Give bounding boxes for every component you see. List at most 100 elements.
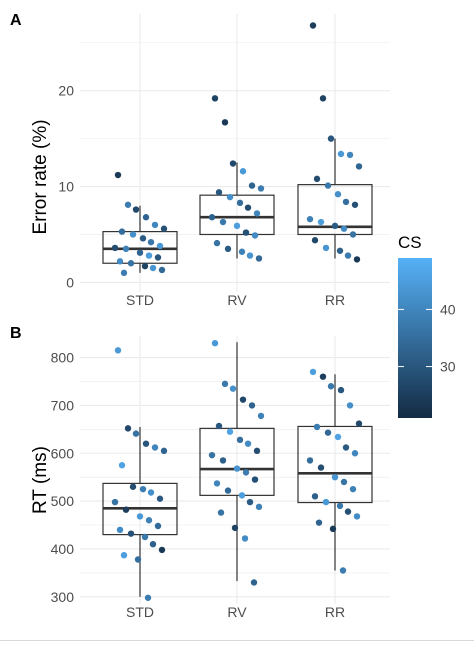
data-point — [139, 485, 147, 493]
data-point — [217, 509, 225, 516]
data-point — [342, 198, 350, 206]
data-point — [215, 422, 223, 430]
data-point — [253, 447, 261, 455]
data-point — [317, 464, 325, 471]
data-point — [229, 160, 237, 167]
data-point — [329, 525, 337, 533]
x-tick-label: RV — [227, 604, 247, 620]
data-point — [306, 457, 314, 464]
data-point — [355, 420, 363, 427]
data-point — [221, 380, 229, 388]
data-point — [344, 508, 352, 515]
data-point — [327, 135, 335, 142]
data-point — [239, 396, 247, 403]
data-point — [136, 249, 144, 256]
data-point — [322, 244, 330, 252]
data-point — [145, 517, 153, 524]
data-point — [246, 252, 254, 259]
data-point — [311, 237, 319, 244]
data-point — [349, 231, 357, 238]
x-tick-label: RR — [325, 604, 345, 620]
data-point — [319, 373, 327, 380]
data-point — [306, 215, 314, 223]
panel-a-letter: A — [10, 12, 22, 29]
data-point — [353, 513, 361, 520]
box-rr — [297, 374, 373, 571]
data-point — [313, 175, 321, 183]
data-point — [158, 266, 166, 274]
data-point — [334, 191, 342, 198]
data-point — [114, 171, 122, 179]
data-point — [315, 519, 323, 526]
data-point — [319, 95, 327, 102]
data-point — [122, 245, 130, 253]
data-point — [142, 214, 150, 221]
data-point — [351, 450, 359, 457]
data-point — [324, 182, 332, 189]
data-point — [355, 163, 363, 170]
data-point — [337, 150, 345, 158]
data-point — [134, 556, 142, 563]
data-point — [244, 440, 252, 447]
data-point — [208, 214, 216, 221]
data-point — [132, 206, 140, 213]
data-point — [213, 239, 221, 247]
data-point — [116, 258, 124, 265]
data-point — [156, 495, 164, 502]
data-point — [160, 447, 168, 455]
data-point — [120, 551, 128, 559]
data-point — [349, 485, 357, 493]
data-point — [141, 262, 149, 270]
data-point — [336, 502, 344, 510]
data-point — [238, 492, 246, 499]
data-point — [257, 412, 265, 420]
data-point — [324, 429, 332, 436]
data-point — [151, 221, 159, 229]
data-point — [317, 218, 325, 226]
data-point — [149, 264, 157, 272]
panel-a-y-ticks: 0 10 20 — [58, 83, 74, 291]
data-point — [132, 430, 140, 437]
y-tick-label: 800 — [51, 350, 75, 366]
data-point — [255, 255, 263, 262]
cs-legend: CS 30 40 — [398, 233, 456, 418]
data-point — [250, 579, 258, 586]
data-point — [257, 185, 265, 192]
panel-a-y-axis-title: Error rate (%) — [30, 119, 51, 234]
data-point — [211, 339, 219, 347]
data-point — [139, 235, 147, 242]
data-point — [122, 506, 130, 513]
panel-a-points — [111, 22, 363, 277]
data-point — [116, 526, 124, 534]
data-point — [118, 462, 126, 469]
y-tick-label: 10 — [58, 179, 74, 195]
data-point — [340, 478, 348, 486]
x-tick-label: RR — [325, 292, 345, 308]
data-point — [346, 151, 354, 159]
data-point — [145, 252, 153, 259]
data-point — [124, 201, 132, 208]
data-point — [313, 423, 321, 431]
panel-a-x-ticks: STD RV RR — [126, 292, 345, 308]
data-point — [248, 402, 256, 409]
data-point — [336, 247, 344, 254]
data-point — [309, 22, 317, 29]
data-point — [129, 231, 137, 238]
x-tick-label: STD — [126, 604, 154, 620]
data-point — [151, 444, 159, 451]
data-point — [231, 524, 239, 532]
iqr-box — [199, 194, 275, 236]
data-point — [160, 225, 168, 232]
data-point — [224, 245, 232, 253]
data-point — [251, 476, 259, 483]
data-point — [340, 225, 348, 232]
data-point — [144, 594, 152, 601]
data-point — [346, 402, 354, 409]
data-point — [342, 444, 350, 451]
data-point — [334, 433, 342, 441]
data-point — [141, 533, 149, 541]
legend-title: CS — [398, 233, 422, 252]
box-std — [102, 426, 178, 597]
